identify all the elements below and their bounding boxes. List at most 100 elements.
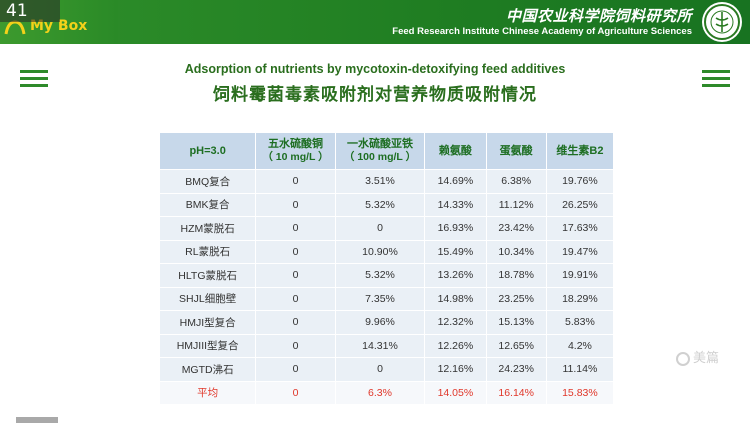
column-header-unit: （ 100 mg/L ） xyxy=(343,151,417,163)
table-cell: 7.35% xyxy=(334,286,426,311)
table-cell: 0 xyxy=(255,310,336,335)
table-row: HLTG蒙脱石 0 5.32% 13.26% 18.78% 19.91% xyxy=(158,263,615,288)
institute-name-en: Feed Research Institute Chinese Academy … xyxy=(392,26,692,37)
table-cell: 12.65% xyxy=(485,333,547,358)
table-cell: 14.69% xyxy=(424,169,487,194)
table-cell: 14.33% xyxy=(424,192,487,217)
table-cell: 26.25% xyxy=(545,192,615,217)
table-cell: 14.98% xyxy=(424,286,487,311)
table-row: SHJL细胞壁 0 7.35% 14.98% 23.25% 18.29% xyxy=(158,286,615,311)
table-cell: 24.23% xyxy=(485,357,547,382)
table-cell: 12.26% xyxy=(424,333,487,358)
table-cell: 19.76% xyxy=(545,169,615,194)
table-cell: 11.14% xyxy=(545,357,615,382)
table-cell: 4.2% xyxy=(545,333,615,358)
table-cell: 5.32% xyxy=(334,192,426,217)
brand-text: My Box xyxy=(30,18,88,34)
table-cell: 10.90% xyxy=(334,239,426,264)
table-header-row: pH=3.0 五水硫酸铜（ 10 mg/L ） 一水硫酸亚铁（ 100 mg/L… xyxy=(158,132,615,170)
column-header: 维生素B2 xyxy=(545,132,615,170)
table-row: MGTD沸石 0 0 12.16% 24.23% 11.14% xyxy=(158,357,615,382)
table-cell: 0 xyxy=(255,380,336,405)
table-cell: 18.29% xyxy=(545,286,615,311)
table-cell: 5.83% xyxy=(545,310,615,335)
column-header-label: 五水硫酸铜 xyxy=(268,138,324,150)
table-row: HMJI型复合 0 9.96% 12.32% 15.13% 5.83% xyxy=(158,310,615,335)
column-header-label: 一水硫酸亚铁 xyxy=(346,138,413,150)
adsorption-table: pH=3.0 五水硫酸铜（ 10 mg/L ） 一水硫酸亚铁（ 100 mg/L… xyxy=(158,132,615,405)
column-header-label: 维生素B2 xyxy=(556,144,604,157)
table-cell: 0 xyxy=(255,169,336,194)
table-row: HMJIII型复合 0 14.31% 12.26% 12.65% 4.2% xyxy=(158,333,615,358)
table-cell: 15.49% xyxy=(424,239,487,264)
table-cell: 14.05% xyxy=(424,380,487,405)
column-header: 蛋氨酸 xyxy=(485,132,547,170)
table-cell: 0 xyxy=(255,192,336,217)
slide-title-en: Adsorption of nutrients by mycotoxin-det… xyxy=(184,62,566,76)
table-cell: 18.78% xyxy=(485,263,547,288)
institute-name-cn: 中国农业科学院饲料研究所 xyxy=(505,7,692,25)
table-cell: 13.26% xyxy=(424,263,487,288)
table-cell: 12.16% xyxy=(424,357,487,382)
table-cell: 12.32% xyxy=(424,310,487,335)
table-cell: 23.42% xyxy=(485,216,547,241)
table-cell: 0 xyxy=(255,286,336,311)
header-bar: My Box 中国农业科学院饲料研究所 Feed Research Instit… xyxy=(0,0,750,44)
corner-tab xyxy=(16,417,58,423)
table-cell: 14.31% xyxy=(334,333,426,358)
table-cell: 3.51% xyxy=(334,169,426,194)
table-cell: 19.91% xyxy=(545,263,615,288)
table-cell: 15.83% xyxy=(545,380,615,405)
column-header: 赖氨酸 xyxy=(424,132,487,170)
table-cell: BMQ复合 xyxy=(158,169,257,194)
table-cell: 6.3% xyxy=(334,380,426,405)
column-header: 一水硫酸亚铁（ 100 mg/L ） xyxy=(334,132,426,170)
table-cell: 0 xyxy=(255,263,336,288)
table-cell: 16.14% xyxy=(485,380,547,405)
column-header-label: 蛋氨酸 xyxy=(499,144,533,157)
slide-number: 41 xyxy=(0,0,60,22)
table-cell: 17.63% xyxy=(545,216,615,241)
mybox-logo-icon xyxy=(4,20,26,35)
table-cell: 0 xyxy=(255,357,336,382)
table-cell: HLTG蒙脱石 xyxy=(158,263,257,288)
watermark-text: 美篇 xyxy=(693,351,720,366)
table-cell: 15.13% xyxy=(485,310,547,335)
table-cell: 23.25% xyxy=(485,286,547,311)
column-header: 五水硫酸铜（ 10 mg/L ） xyxy=(255,132,336,170)
table-cell: 6.38% xyxy=(485,169,547,194)
table-cell: SHJL细胞壁 xyxy=(158,286,257,311)
table-cell: BMK复合 xyxy=(158,192,257,217)
table-cell: 5.32% xyxy=(334,263,426,288)
column-header: pH=3.0 xyxy=(158,132,257,170)
menu-lines-icon-right xyxy=(702,70,730,94)
table-cell: 10.34% xyxy=(485,239,547,264)
table-cell: 9.96% xyxy=(334,310,426,335)
institute-emblem-icon xyxy=(702,2,742,42)
menu-lines-icon-left xyxy=(20,70,48,94)
table-cell: 0 xyxy=(334,216,426,241)
table-cell: HMJI型复合 xyxy=(158,310,257,335)
table-cell: MGTD沸石 xyxy=(158,357,257,382)
table-cell: 0 xyxy=(255,239,336,264)
table-row: BMK复合 0 5.32% 14.33% 11.12% 26.25% xyxy=(158,192,615,217)
table-cell: 19.47% xyxy=(545,239,615,264)
meipian-logo-icon xyxy=(676,351,690,366)
table-row: HZM蒙脱石 0 0 16.93% 23.42% 17.63% xyxy=(158,216,615,241)
table-cell: 11.12% xyxy=(485,192,547,217)
column-header-label: 赖氨酸 xyxy=(438,144,472,157)
table-average-row: 平均 0 6.3% 14.05% 16.14% 15.83% xyxy=(158,380,615,405)
watermark: 美篇 xyxy=(676,350,719,368)
table-cell: 0 xyxy=(255,333,336,358)
slide-title-cn: 饲料霉菌毒素吸附剂对营养物质吸附情况 xyxy=(213,85,537,105)
table-cell: 0 xyxy=(255,216,336,241)
table-row: BMQ复合 0 3.51% 14.69% 6.38% 19.76% xyxy=(158,169,615,194)
column-header-label: pH=3.0 xyxy=(189,144,226,157)
table-cell: RL蒙脱石 xyxy=(158,239,257,264)
table-cell: 0 xyxy=(334,357,426,382)
table-row: RL蒙脱石 0 10.90% 15.49% 10.34% 19.47% xyxy=(158,239,615,264)
table-cell: HZM蒙脱石 xyxy=(158,216,257,241)
table-cell: 平均 xyxy=(158,380,257,405)
table-cell: HMJIII型复合 xyxy=(158,333,257,358)
table-cell: 16.93% xyxy=(424,216,487,241)
